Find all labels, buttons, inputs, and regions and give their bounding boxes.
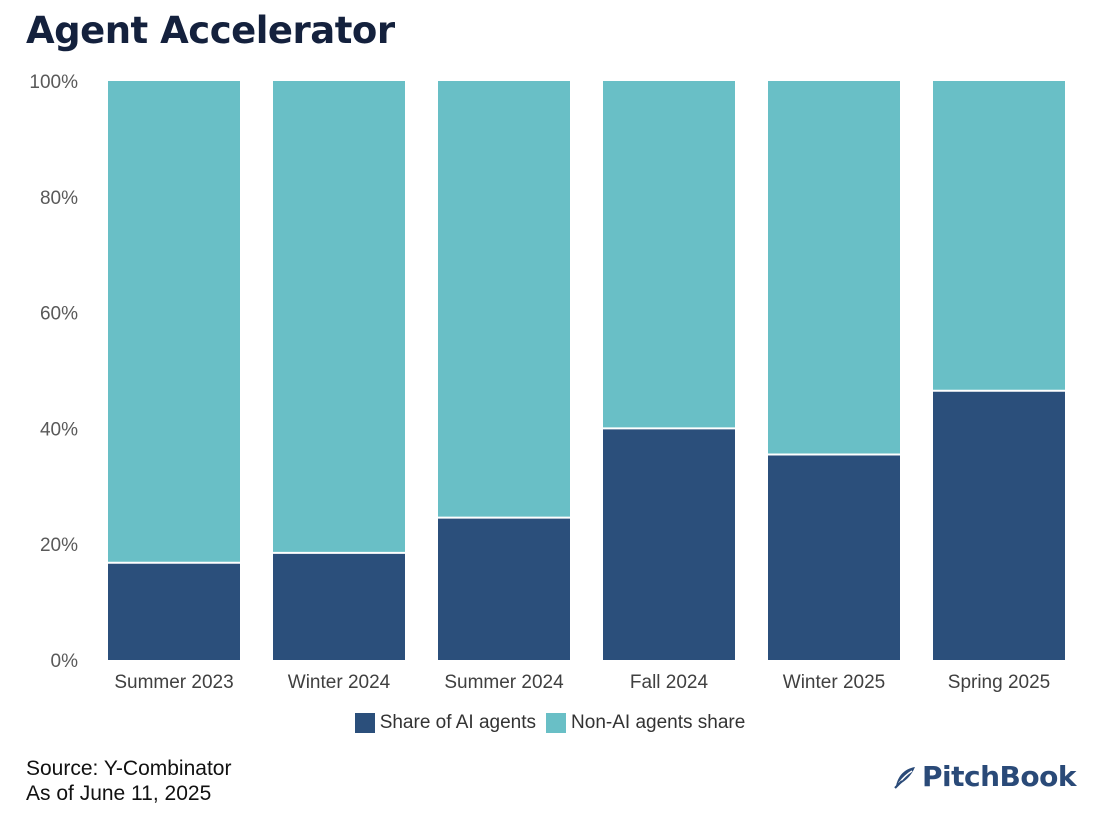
y-tick-label: 80%: [40, 188, 78, 209]
pitchbook-logo: PitchBook: [892, 760, 1076, 793]
as-of-line: As of June 11, 2025: [26, 782, 212, 805]
bar-ai-agents: [768, 454, 900, 660]
legend-item-ai-agents: Share of AI agents: [354, 712, 537, 734]
chart-title: Agent Accelerator: [26, 9, 395, 52]
source-note: Source: Y-Combinator As of June 11, 2025: [26, 756, 231, 806]
pitchbook-leaf-icon: [894, 766, 916, 789]
bar-non-ai-agents: [438, 81, 570, 518]
y-tick-label: 20%: [40, 535, 78, 556]
x-category-label: Summer 2024: [444, 672, 564, 693]
x-category-label: Summer 2023: [114, 672, 233, 693]
legend-label-ai-agents: Share of AI agents: [379, 712, 537, 733]
bar-non-ai-agents: [603, 81, 735, 429]
y-axis: 0% 20% 40% 60% 80% 100%: [29, 72, 78, 672]
legend-swatch-ai-agents: [354, 713, 375, 733]
bar-non-ai-agents: [273, 81, 405, 553]
legend: Share of AI agents Non-AI agents share: [0, 712, 1100, 734]
bar-ai-agents: [108, 562, 240, 660]
bar-ai-agents: [933, 390, 1065, 660]
y-tick-label: 0%: [51, 651, 79, 672]
legend-label-non-ai-agents: Non-AI agents share: [571, 712, 746, 733]
legend-item-non-ai-agents: Non-AI agents share: [546, 712, 745, 734]
bar-non-ai-agents: [108, 81, 240, 563]
bar-non-ai-agents: [768, 81, 900, 455]
source-line: Source: Y-Combinator: [26, 757, 232, 780]
bar-non-ai-agents: [933, 81, 1065, 391]
x-category-label: Fall 2024: [630, 672, 709, 693]
y-tick-label: 100%: [29, 72, 78, 93]
bar-ai-agents: [603, 428, 735, 660]
bar-ai-agents: [438, 517, 570, 660]
x-category-label: Winter 2025: [783, 672, 885, 693]
x-axis: Summer 2023 Winter 2024 Summer 2024 Fall 20…: [114, 672, 1050, 693]
x-category-label: Winter 2024: [288, 672, 391, 693]
legend-swatch-non-ai-agents: [546, 713, 567, 733]
x-category-label: Spring 2025: [948, 672, 1050, 693]
y-tick-label: 40%: [40, 419, 78, 440]
logo-text: PitchBook: [922, 760, 1076, 793]
bar-ai-agents: [273, 552, 405, 660]
y-tick-label: 60%: [40, 304, 78, 325]
bars: [108, 81, 1065, 660]
